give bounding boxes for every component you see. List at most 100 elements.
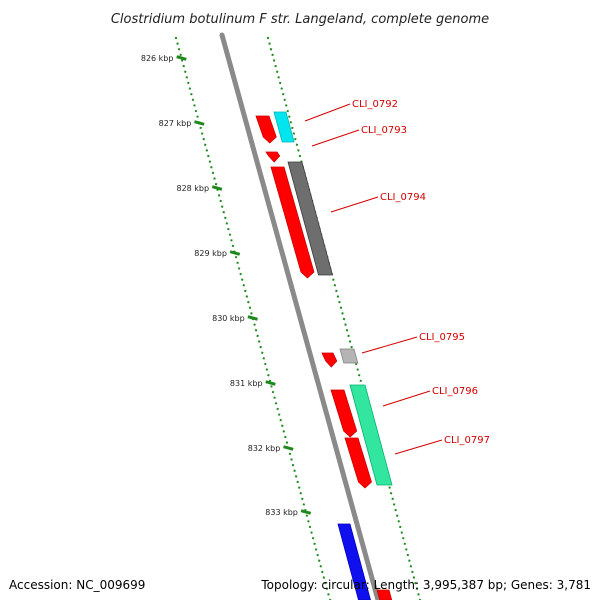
tick-dot (205, 149, 209, 152)
tick-dot (202, 137, 205, 141)
major-tick (283, 445, 294, 451)
outer-dot (408, 559, 411, 562)
tick-dot (294, 475, 298, 478)
tick-dot (305, 514, 309, 517)
tick-dot (199, 126, 202, 130)
gene-cli-0797-red (344, 437, 372, 489)
tick-dot (324, 581, 327, 585)
tick-dot (250, 312, 253, 315)
outer-dot (392, 503, 396, 506)
tick-dot (247, 300, 250, 304)
tick-dot (228, 233, 232, 236)
tick-dot (282, 430, 286, 433)
outer-dot (297, 149, 300, 152)
tick-dot (313, 542, 316, 546)
tick-dot (237, 267, 241, 270)
tick-dot (253, 323, 256, 326)
tick-dot (296, 480, 299, 484)
outer-dot (406, 553, 410, 557)
outer-dot (350, 345, 353, 349)
outer-dot (269, 48, 273, 51)
tick-dot (182, 64, 185, 68)
tick-dot (240, 278, 244, 281)
major-tick (229, 250, 241, 256)
tick-dot (214, 182, 218, 186)
outer-dot (339, 306, 343, 309)
outer-dot (418, 598, 422, 600)
outer-dot (394, 508, 397, 512)
outer-dot (388, 486, 391, 489)
tick-dot (256, 334, 259, 338)
tick-dot (204, 143, 207, 147)
leader-line (382, 390, 431, 407)
label-leader-lines (304, 103, 443, 455)
tick-dot (267, 373, 270, 377)
major-tick (265, 380, 276, 386)
outer-dot (335, 289, 338, 293)
gene-cli-0794 (287, 161, 334, 276)
outer-dot (289, 121, 293, 124)
gene-features (255, 111, 393, 600)
outer-dot (280, 87, 283, 90)
major-tick (211, 185, 223, 191)
outer-dot (415, 587, 419, 590)
outer-dot (389, 491, 393, 495)
tick-dot (219, 199, 222, 203)
tick-label: 826 kbp (141, 54, 174, 63)
genome-backbone (219, 32, 381, 600)
tick-dot (200, 132, 204, 135)
tick-dot (244, 289, 247, 293)
tick-dot (254, 329, 258, 332)
tick-dot (184, 70, 187, 73)
outer-dot (348, 340, 352, 343)
gene-cli-0797 (349, 384, 393, 486)
tick-dot (213, 177, 216, 180)
tick-dot (301, 497, 304, 501)
tick-dot (321, 570, 324, 574)
gene-bottom-red (376, 589, 393, 600)
outer-dot (414, 581, 417, 585)
gene-cli-0795-red (321, 352, 338, 368)
outer-dot (405, 548, 408, 551)
outer-dot (400, 531, 403, 534)
tick-dot (211, 171, 215, 175)
leader-line (304, 103, 351, 122)
major-tick (247, 315, 258, 321)
outer-dot (285, 104, 288, 107)
tick-dot (262, 357, 266, 360)
tick-label: 830 kbp (212, 314, 245, 323)
tick-dot (177, 48, 181, 51)
tick-dot (196, 115, 199, 118)
genome-summary-text: Topology: circular; Length: 3,995,387 bp… (261, 578, 591, 592)
tick-dot (187, 81, 190, 85)
tick-dot (291, 463, 295, 467)
leader-line (311, 129, 360, 147)
tick-dot (261, 351, 264, 354)
outer-dot (288, 115, 291, 118)
outer-dot (268, 42, 271, 45)
outer-dot (283, 98, 286, 102)
gene-label: CLI_0793 (361, 125, 407, 136)
tick-dot (176, 42, 179, 45)
outer-dot (295, 143, 299, 147)
outer-dot (409, 565, 413, 568)
tick-dot (314, 548, 318, 551)
tick-dot (299, 491, 302, 495)
tick-dot (210, 166, 213, 169)
tick-dot (193, 104, 196, 107)
tick-dot (290, 458, 293, 461)
outer-dot (278, 81, 282, 85)
tick-dot (259, 345, 262, 349)
gene-cli-0795 (339, 348, 359, 364)
tick-dot (217, 194, 221, 197)
outer-dot (272, 59, 276, 62)
outer-dot (281, 92, 285, 96)
outer-dot (271, 53, 274, 57)
outer-dot (341, 312, 344, 315)
leader-line (330, 196, 379, 213)
gene-cli-0796 (330, 389, 358, 438)
tick-dot (310, 531, 313, 534)
tick-dot (274, 402, 278, 405)
accession-text: Accession: NC_009699 (9, 578, 146, 592)
